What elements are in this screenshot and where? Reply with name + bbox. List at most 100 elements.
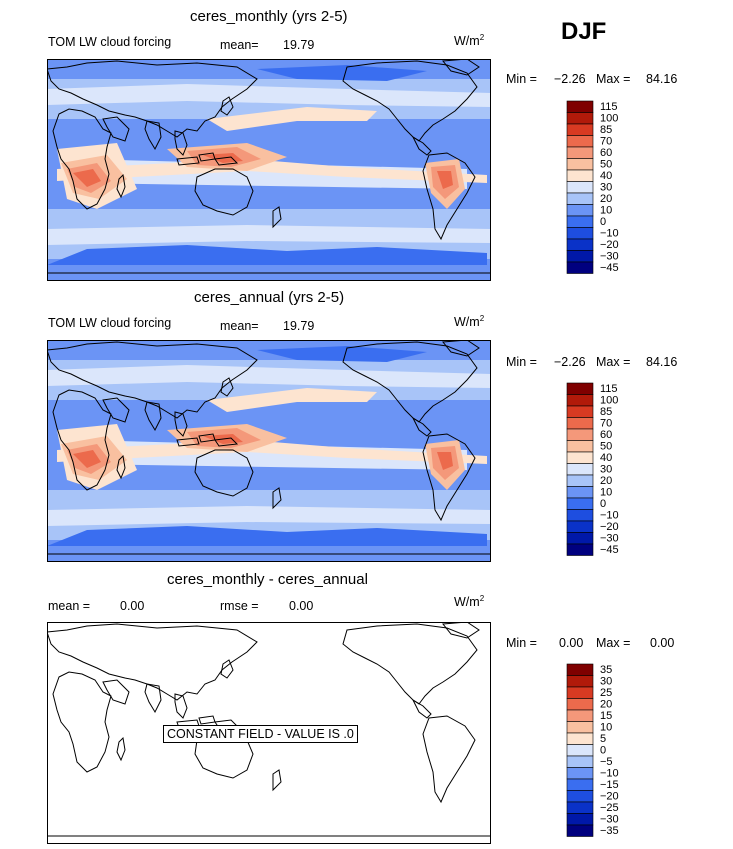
panel1-colorbar-box xyxy=(566,123,594,136)
panel2-colorbar-box xyxy=(566,382,594,395)
panel3-colorbar-label: 35 xyxy=(600,664,612,676)
panel2-colorbar-box xyxy=(566,543,594,556)
panel1-title: ceres_monthly (yrs 2-5) xyxy=(190,8,348,25)
panel2-coastline xyxy=(144,401,162,432)
panel1-colorbar-label: 20 xyxy=(600,193,612,205)
panel1-colorbar-box xyxy=(566,158,594,171)
panel1-colorbar-label: 50 xyxy=(600,159,612,171)
panel3-colorbar-box xyxy=(566,709,594,722)
panel2-colorbar-label: 10 xyxy=(600,487,612,499)
panel1-colorbar-label: −30 xyxy=(600,251,619,263)
panel2-min-value: −2.26 xyxy=(554,355,586,369)
panel2-mean-label: mean= xyxy=(220,319,259,333)
panel2-colorbar-label: 50 xyxy=(600,441,612,453)
panel2-title: ceres_annual (yrs 2-5) xyxy=(194,289,345,306)
panel1-field-contour xyxy=(47,245,487,265)
panel1-field-contour xyxy=(437,171,453,189)
panel2-coastline xyxy=(102,397,130,423)
panel3-colorbar-box xyxy=(566,744,594,757)
panel2-colorbar-box xyxy=(566,405,594,418)
panel3-rmse-label: rmse = xyxy=(220,599,259,613)
panel1-colorbar-label: −20 xyxy=(600,239,619,251)
panel3-colorbar-box xyxy=(566,663,594,676)
panel3-coastline xyxy=(220,659,234,679)
panel2-colorbar-box xyxy=(566,532,594,545)
panel2-colorbar-label: 115 xyxy=(600,383,618,395)
panel1-colorbar-box xyxy=(566,146,594,159)
panel1-colorbar-box xyxy=(566,238,594,251)
panel3-min-label: Min = xyxy=(506,636,537,650)
panel1-colorbar-label: 30 xyxy=(600,182,612,194)
panel3-rmse-value: 0.00 xyxy=(289,599,314,613)
panel1-colorbar-label: 0 xyxy=(600,216,606,228)
panel2-colorbar-box xyxy=(566,463,594,476)
panel2-map-frame xyxy=(47,340,491,562)
panel2-field-contour xyxy=(73,450,101,468)
panel1-coastline xyxy=(194,168,254,216)
panel1-coastline xyxy=(214,156,239,166)
panel2-units: W/m2 xyxy=(454,314,485,330)
panel2-colorbar-label: −10 xyxy=(600,510,619,522)
panel2-coastline xyxy=(422,433,476,522)
panel2-field-contour xyxy=(257,346,427,362)
panel1-map xyxy=(47,59,491,281)
panel1-coastline xyxy=(174,130,188,156)
panel1-colorbar-label: 70 xyxy=(600,136,612,148)
panel1-coastline xyxy=(342,60,478,142)
panel3-colorbar-box xyxy=(566,813,594,826)
panel2-colorbar-box xyxy=(566,486,594,499)
panel1-coastline xyxy=(116,173,126,199)
panel1-field-contour xyxy=(47,84,491,107)
panel1-colorbar-label: 40 xyxy=(600,170,612,182)
panel2-coastline xyxy=(47,341,258,419)
panel1-colorbar-box xyxy=(566,192,594,205)
panel2-min-label: Min = xyxy=(506,355,537,369)
panel1-colorbar-box xyxy=(566,250,594,263)
panel2-coastline xyxy=(411,416,432,437)
panel3-mean-label: mean = xyxy=(48,599,91,613)
panel1-colorbar-label: 60 xyxy=(600,147,612,159)
panel3-colorbar-box xyxy=(566,824,594,837)
panel1-coastline xyxy=(411,135,432,156)
panel1-field-contour xyxy=(73,169,101,187)
panel3-colorbar-label: 20 xyxy=(600,699,612,711)
panel1-max-value: 84.16 xyxy=(646,72,678,86)
panel1-field-contour xyxy=(57,159,487,183)
panel1-coastline xyxy=(422,152,476,241)
panel2-colorbar-label: 20 xyxy=(600,475,612,487)
panel1-colorbar-box xyxy=(566,227,594,240)
panel3-colorbar-box xyxy=(566,721,594,734)
panel3-colorbar-label: −10 xyxy=(600,768,619,780)
panel2-colorbar-label: 70 xyxy=(600,418,612,430)
panel2-colorbar-label: 100 xyxy=(600,395,618,407)
panel3-colorbar-label: 0 xyxy=(600,745,606,757)
panel2-coastline xyxy=(214,437,239,447)
panel1-units: W/m2 xyxy=(454,33,485,49)
panel2-colorbar-label: −30 xyxy=(600,533,619,545)
panel2-colorbar-label: −20 xyxy=(600,521,619,533)
panel3-colorbar-label: −30 xyxy=(600,814,619,826)
panel3-coastline xyxy=(174,693,188,719)
panel3-colorbar-box xyxy=(566,801,594,814)
panel1-field-contour xyxy=(47,225,491,245)
panel2-coastline xyxy=(52,389,112,491)
panel2-field-contour xyxy=(47,526,487,546)
panel3-colorbar-box xyxy=(566,767,594,780)
panel2-field-contour xyxy=(47,506,491,526)
panel2-colorbar-box xyxy=(566,417,594,430)
panel3-colorbar-label: 30 xyxy=(600,676,612,688)
panel2-field-contour xyxy=(47,365,491,388)
panel2-colorbar-label: 85 xyxy=(600,406,612,418)
panel2-subtitle: TOM LW cloud forcing xyxy=(48,316,172,330)
panel2-mean-value: 19.79 xyxy=(283,319,315,333)
panel2-colorbar-label: 0 xyxy=(600,498,606,510)
panel3-colorbar-label: 25 xyxy=(600,687,612,699)
panel3-coastline xyxy=(422,715,476,804)
panel2-map xyxy=(47,340,491,562)
panel3-colorbar-box xyxy=(566,698,594,711)
panel3-max-label: Max = xyxy=(596,636,631,650)
panel1-colorbar-box xyxy=(566,204,594,217)
panel2-coastline xyxy=(116,454,126,480)
panel3-min-value: 0.00 xyxy=(559,636,584,650)
panel3-colorbar-label: 15 xyxy=(600,710,612,722)
